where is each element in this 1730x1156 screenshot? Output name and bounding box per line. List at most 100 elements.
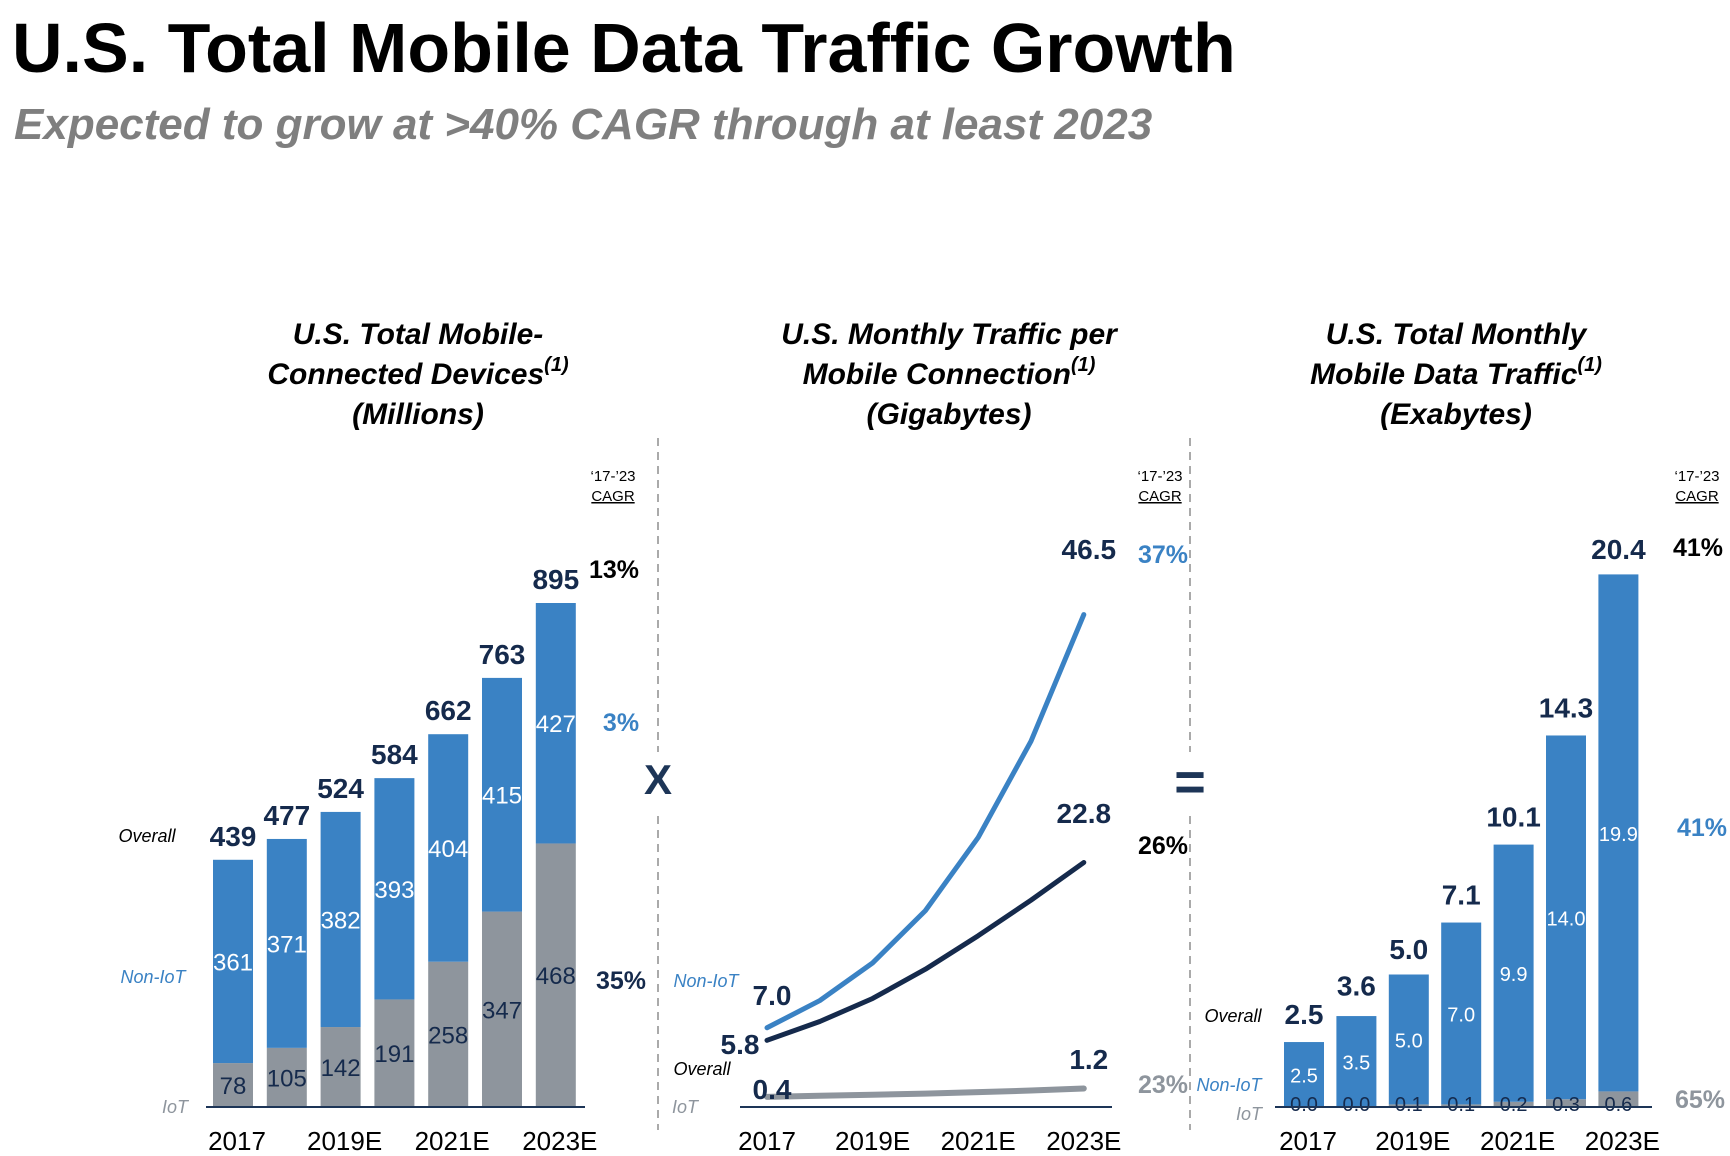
chart-2-iot-legend: IoT bbox=[672, 1097, 700, 1117]
chart-3-iot-label-2018: 0.0 bbox=[1342, 1094, 1370, 1116]
chart-2-cagr-header-label: CAGR bbox=[1138, 488, 1182, 505]
chart-3-title-footnote: (1) bbox=[1577, 354, 1602, 376]
page-subtitle: Expected to grow at >40% CAGR through at… bbox=[14, 100, 1153, 149]
multiply-operator: X bbox=[644, 756, 672, 803]
chart-3-title-line-1: U.S. Total Monthly bbox=[1325, 318, 1587, 351]
chart-3-non-iot-label-2017: 2.5 bbox=[1290, 1066, 1318, 1088]
chart-1-total-label-2018: 477 bbox=[263, 800, 310, 831]
chart-3-cagr-iot: 65% bbox=[1675, 1086, 1725, 1114]
chart-1-iot-legend: IoT bbox=[162, 1097, 190, 1117]
chart-2-cagr-non-iot: 37% bbox=[1138, 541, 1188, 569]
chart-1-non-iot-label-2023E: 427 bbox=[536, 711, 576, 738]
chart-3-title-line-2: Mobile Data Traffic(1) bbox=[1216, 355, 1696, 395]
chart-1-non-iot-bar-2017 bbox=[213, 859, 253, 1064]
chart-1-total-label-2023E: 895 bbox=[532, 564, 579, 595]
chart-2-iot-start-label: 0.4 bbox=[753, 1074, 792, 1105]
chart-1-tick-2021E: 2021E bbox=[415, 1126, 490, 1156]
chart-2-title-line-3: (Gigabytes) bbox=[866, 398, 1032, 431]
chart-1-title-line-1: U.S. Total Mobile- bbox=[292, 318, 544, 351]
chart-1-title-line-3: (Millions) bbox=[352, 398, 484, 431]
chart-3-total-label-2018: 3.6 bbox=[1337, 970, 1376, 1001]
chart-1-title-footnote: (1) bbox=[544, 354, 569, 376]
chart-3-title: U.S. Total Monthly Mobile Data Traffic(1… bbox=[1216, 315, 1696, 435]
chart-1-total-label-2019E: 524 bbox=[317, 773, 364, 804]
chart-2-line-overall bbox=[764, 860, 1087, 1043]
chart-1-iot-bar-2017 bbox=[213, 1063, 253, 1107]
chart-1-iot-label-2018: 105 bbox=[267, 1065, 307, 1092]
chart-3-non-iot-label-2020: 7.0 bbox=[1447, 1004, 1475, 1026]
chart-1-non-iot-legend: Non-IoT bbox=[120, 967, 187, 987]
chart-1-non-iot-bar-2022 bbox=[482, 677, 522, 912]
chart-2-line-iot bbox=[764, 1085, 1087, 1100]
chart-2-non-iot-legend: Non-IoT bbox=[673, 971, 740, 991]
chart-1-iot-label-2021E: 258 bbox=[428, 1022, 468, 1049]
chart-1-cagr-header-label: CAGR bbox=[591, 488, 635, 505]
chart-1-non-iot-bar-2019E bbox=[320, 811, 361, 1028]
chart-1-cagr-non-iot: 3% bbox=[603, 709, 639, 737]
chart-3-non-iot-label-2018: 3.5 bbox=[1342, 1053, 1370, 1075]
chart-3-non-iot-bar-2021E bbox=[1493, 844, 1534, 1102]
chart-1-iot-bar-2018 bbox=[266, 1047, 307, 1107]
chart-3-cagr-non-iot: 41% bbox=[1677, 814, 1727, 842]
chart-2-title-footnote: (1) bbox=[1070, 354, 1096, 376]
chart-1-non-iot-label-2020: 393 bbox=[374, 877, 414, 904]
chart-1-total-label-2022: 763 bbox=[479, 639, 526, 670]
chart-2-overall-end-label: 22.8 bbox=[1057, 798, 1112, 829]
equals-operator: = bbox=[1174, 752, 1206, 812]
chart-3-non-iot-label-2019E: 5.0 bbox=[1395, 1030, 1423, 1052]
chart-1-iot-bar-2022 bbox=[482, 911, 522, 1107]
chart-1-title-line-2: Connected Devices(1) bbox=[178, 355, 658, 395]
chart-1-non-iot-label-2019E: 382 bbox=[321, 907, 361, 934]
chart-3-iot-label-2020: 0.1 bbox=[1447, 1094, 1475, 1116]
chart-2-cagr-header-years: ‘17-’23 bbox=[1137, 468, 1182, 485]
chart-1-tick-2017: 2017 bbox=[208, 1126, 266, 1156]
chart-3-non-iot-label-2023E: 19.9 bbox=[1599, 824, 1638, 846]
chart-1-iot-bar-2019E bbox=[320, 1027, 361, 1107]
chart-1-non-iot-bar-2020 bbox=[374, 778, 415, 1000]
chart-3-non-iot-bar-2022 bbox=[1546, 735, 1586, 1100]
chart-3-cagr-header-label: CAGR bbox=[1675, 488, 1719, 505]
chart-1-non-iot-bar-2018 bbox=[266, 838, 307, 1048]
chart-2-title: U.S. Monthly Traffic per Mobile Connecti… bbox=[709, 315, 1189, 435]
chart-3-iot-label-2022: 0.3 bbox=[1552, 1094, 1580, 1116]
chart-3-non-iot-bar-2019E bbox=[1388, 974, 1429, 1105]
chart-3-iot-bar-2021E bbox=[1493, 1101, 1534, 1107]
chart-2-non-iot-end-label: 46.5 bbox=[1062, 534, 1117, 565]
chart-1-non-iot-label-2022: 415 bbox=[482, 783, 522, 810]
chart-3-iot-label-2023E: 0.6 bbox=[1604, 1094, 1632, 1116]
chart-2-cagr-iot: 23% bbox=[1138, 1071, 1188, 1099]
chart-2-non-iot-start-label: 7.0 bbox=[753, 980, 792, 1011]
chart-1-iot-bar-2020 bbox=[374, 999, 415, 1107]
chart-3-total-label-2023E: 20.4 bbox=[1591, 534, 1646, 565]
chart-3-tick-2019E: 2019E bbox=[1375, 1126, 1450, 1156]
chart-3-tick-2017: 2017 bbox=[1279, 1126, 1337, 1156]
chart-3-non-iot-label-2021E: 9.9 bbox=[1500, 964, 1528, 986]
chart-3-title-line-2-text: Mobile Data Traffic bbox=[1310, 358, 1578, 391]
chart-3-non-iot-label-2022: 14.0 bbox=[1547, 908, 1586, 930]
chart-1-iot-label-2017: 78 bbox=[220, 1073, 247, 1100]
chart-1-iot-label-2023E: 468 bbox=[536, 963, 576, 990]
chart-1-iot-label-2022: 347 bbox=[482, 997, 522, 1024]
chart-3-total-label-2022: 14.3 bbox=[1539, 692, 1594, 723]
chart-3-non-iot-bar-2020 bbox=[1441, 922, 1482, 1105]
chart-2-overall-start-label: 5.8 bbox=[721, 1029, 760, 1060]
chart-1-non-iot-label-2018: 371 bbox=[267, 931, 307, 958]
chart-1-title-line-2-text: Connected Devices bbox=[267, 358, 545, 391]
chart-2-title-line-1: U.S. Monthly Traffic per bbox=[781, 318, 1117, 351]
chart-3-tick-2021E: 2021E bbox=[1480, 1126, 1555, 1156]
chart-1-non-iot-bar-2021E bbox=[428, 734, 469, 962]
chart-1-iot-bar-2021E bbox=[428, 961, 469, 1107]
chart-3-non-iot-legend: Non-IoT bbox=[1196, 1075, 1263, 1095]
chart-3-iot-label-2019E: 0.1 bbox=[1395, 1094, 1423, 1116]
chart-3-iot-bar-2020 bbox=[1441, 1104, 1482, 1107]
chart-3-total-label-2017: 2.5 bbox=[1285, 999, 1324, 1030]
chart-2-tick-2023E: 2023E bbox=[1046, 1126, 1121, 1156]
chart-1-title: U.S. Total Mobile- Connected Devices(1) … bbox=[178, 315, 658, 435]
chart-2-cagr-overall: 26% bbox=[1138, 832, 1188, 860]
chart-2-tick-2019E: 2019E bbox=[835, 1126, 910, 1156]
chart-3-non-iot-bar-2017 bbox=[1284, 1042, 1324, 1107]
chart-2-line-non-iot bbox=[764, 612, 1087, 1031]
chart-3-overall-legend: Overall bbox=[1204, 1006, 1262, 1026]
chart-1-non-iot-label-2017: 361 bbox=[213, 949, 253, 976]
